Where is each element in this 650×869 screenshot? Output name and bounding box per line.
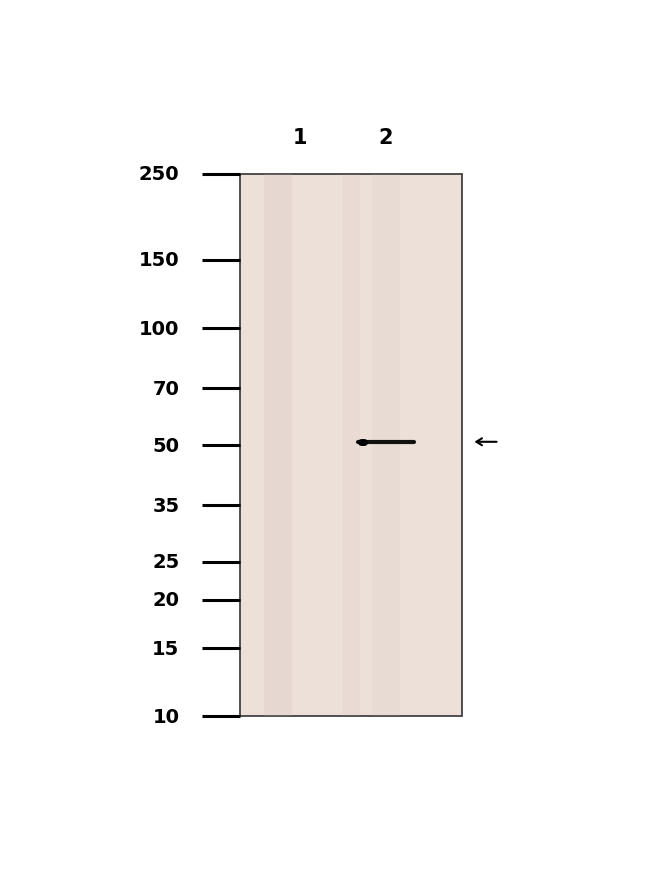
Text: 70: 70 — [153, 380, 179, 398]
Bar — [372, 175, 400, 717]
Text: 100: 100 — [139, 319, 179, 338]
Text: 10: 10 — [153, 707, 179, 726]
Bar — [264, 175, 292, 717]
Text: 25: 25 — [152, 553, 179, 572]
Bar — [240, 175, 462, 717]
Text: 150: 150 — [139, 251, 179, 270]
Bar — [342, 175, 359, 717]
Text: 1: 1 — [293, 128, 307, 148]
Text: 15: 15 — [152, 639, 179, 658]
Text: 20: 20 — [153, 590, 179, 609]
Text: 50: 50 — [153, 436, 179, 455]
Text: 2: 2 — [379, 128, 393, 148]
Text: 35: 35 — [152, 496, 179, 515]
Text: 250: 250 — [139, 165, 179, 184]
